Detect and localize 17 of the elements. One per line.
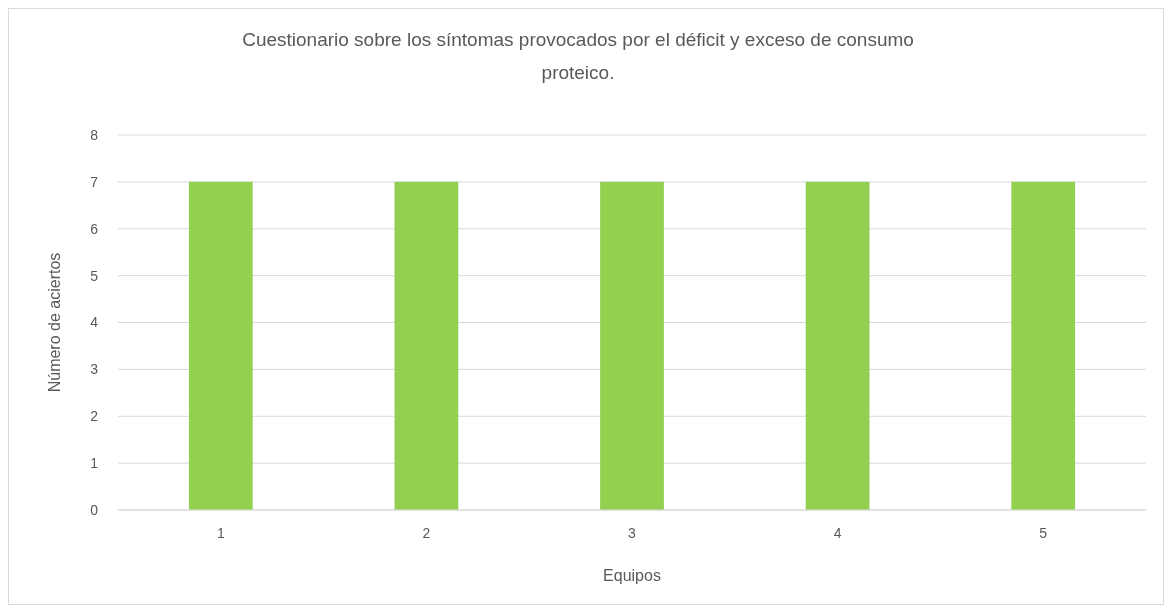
x-tick-label: 4 [833, 525, 842, 541]
y-tick-label: 4 [90, 314, 99, 331]
y-tick-label: 0 [90, 501, 99, 518]
x-tick-label: 1 [216, 525, 225, 541]
y-tick-label: 3 [90, 361, 99, 378]
y-tick-label: 5 [90, 267, 99, 284]
x-tick-label: 3 [628, 525, 637, 541]
y-axis-title: Número de aciertos [46, 252, 63, 393]
y-tick-label: 6 [90, 220, 99, 237]
y-tick-label: 2 [90, 408, 99, 425]
x-axis-title: Equipos [603, 567, 661, 584]
y-tick-label: 8 [90, 126, 99, 143]
y-tick-label: 1 [90, 455, 99, 472]
x-tick-label: 2 [422, 525, 431, 541]
x-tick-label: 5 [1039, 525, 1048, 541]
chart-title: Cuestionario sobre los síntomas provocados por el déficit y exceso de consumo proteico. [242, 29, 914, 83]
y-tick-label: 7 [90, 173, 99, 190]
